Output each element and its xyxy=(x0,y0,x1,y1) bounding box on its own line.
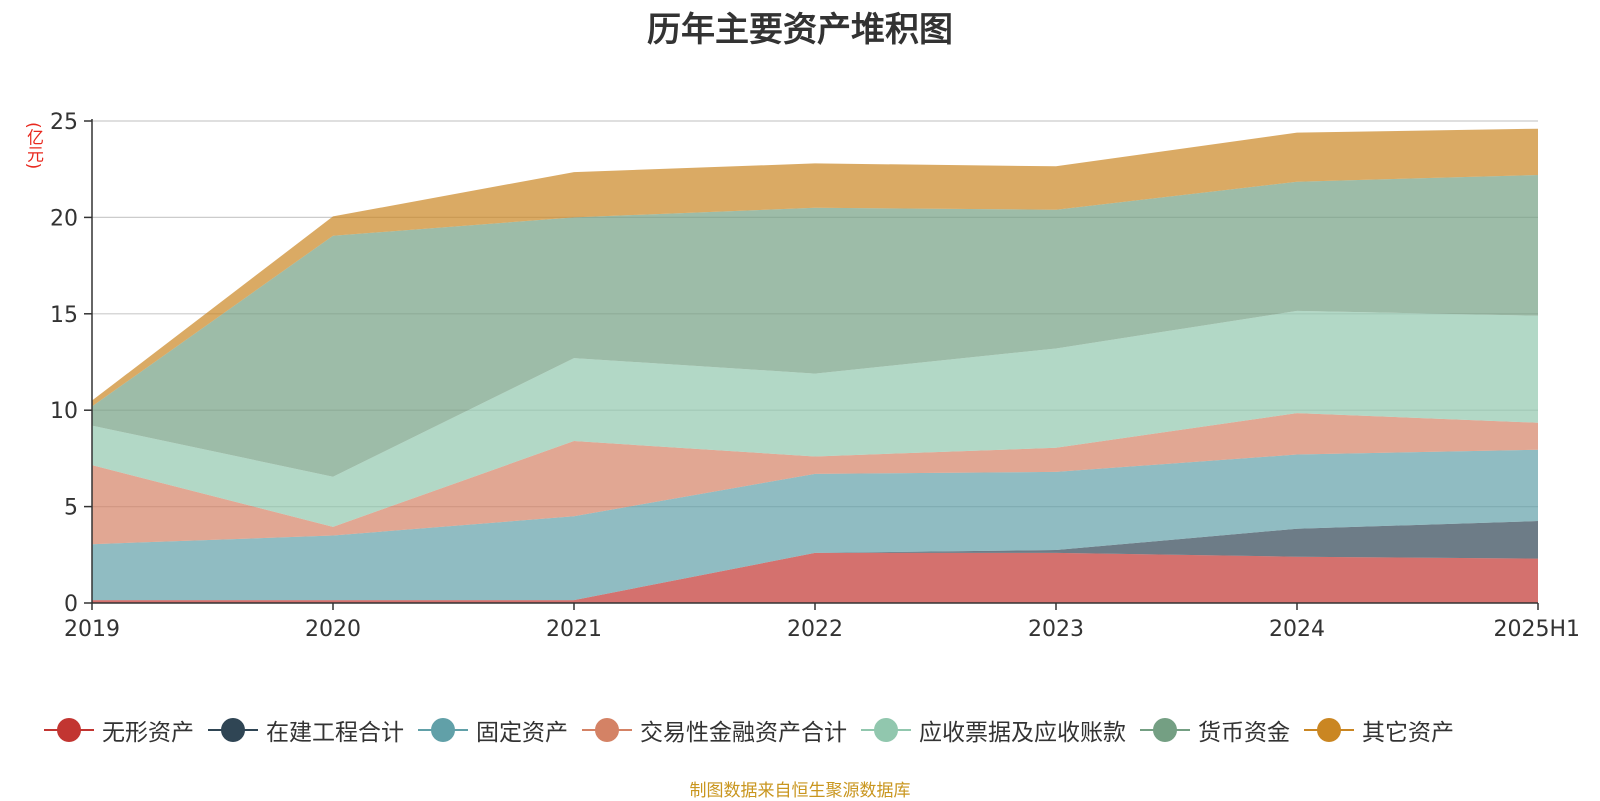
legend-marker xyxy=(1140,718,1190,742)
area-交易性金融资产合计 xyxy=(92,413,1538,545)
legend-marker xyxy=(1304,718,1354,742)
legend-label: 其它资产 xyxy=(1362,720,1454,746)
x-tick-label: 2023 xyxy=(1028,617,1084,642)
area-应收票据及应收账款 xyxy=(92,310,1538,527)
y-tick-label: 10 xyxy=(50,399,78,424)
y-tick-label: 15 xyxy=(50,303,78,328)
legend-marker xyxy=(582,718,632,742)
area-货币资金 xyxy=(92,174,1538,477)
legend-marker xyxy=(44,718,94,742)
x-tick-label: 2025H1 xyxy=(1493,617,1580,642)
x-tick-label: 2019 xyxy=(64,617,120,642)
area-其它资产 xyxy=(92,128,1538,407)
legend-label: 交易性金融资产合计 xyxy=(640,720,847,746)
y-axis-unit: (亿元) xyxy=(23,122,43,170)
data-source-note: 制图数据来自恒生聚源数据库 xyxy=(689,781,911,801)
area-固定资产 xyxy=(92,449,1538,601)
legend-item[interactable]: 固定资产 xyxy=(418,713,568,747)
legend-label: 在建工程合计 xyxy=(266,720,404,746)
y-tick-label: 5 xyxy=(64,496,78,521)
legend: 无形资产 在建工程合计 固定资产 交易性金融资产合计 应收票据及应收账款 货币资金 其它资产 xyxy=(44,712,1584,748)
y-tick-label: 25 xyxy=(50,110,78,135)
legend-item[interactable]: 在建工程合计 xyxy=(208,713,404,747)
stacked-area-chart: 0 5 10 15 20 25 2019 2020 2021 2022 2023 2024 2025H1 xyxy=(50,110,1580,642)
legend-label: 应收票据及应收账款 xyxy=(919,720,1126,746)
axes: 0 5 10 15 20 25 2019 2020 2021 2022 2023 2024 2025H1 xyxy=(50,110,1580,642)
y-tick-label: 0 xyxy=(64,592,78,617)
area-无形资产 xyxy=(92,552,1538,603)
x-tick-label: 2021 xyxy=(546,617,602,642)
legend-marker xyxy=(208,718,258,742)
legend-marker xyxy=(861,718,911,742)
chart-title: 历年主要资产堆积图 xyxy=(647,10,953,50)
legend-item[interactable]: 交易性金融资产合计 xyxy=(582,713,847,747)
area-series xyxy=(92,128,1538,603)
x-tick-label: 2020 xyxy=(305,617,361,642)
legend-label: 固定资产 xyxy=(476,720,568,746)
legend-marker xyxy=(418,718,468,742)
legend-item[interactable]: 货币资金 xyxy=(1140,713,1290,747)
y-tick-label: 20 xyxy=(50,206,78,231)
legend-item[interactable]: 应收票据及应收账款 xyxy=(861,713,1126,747)
legend-item[interactable]: 无形资产 xyxy=(44,713,194,747)
area-在建工程合计 xyxy=(92,521,1538,601)
legend-item[interactable]: 其它资产 xyxy=(1304,713,1454,747)
x-tick-label: 2022 xyxy=(787,617,843,642)
legend-label: 货币资金 xyxy=(1198,720,1290,746)
legend-label: 无形资产 xyxy=(102,720,194,746)
x-tick-label: 2024 xyxy=(1269,617,1325,642)
